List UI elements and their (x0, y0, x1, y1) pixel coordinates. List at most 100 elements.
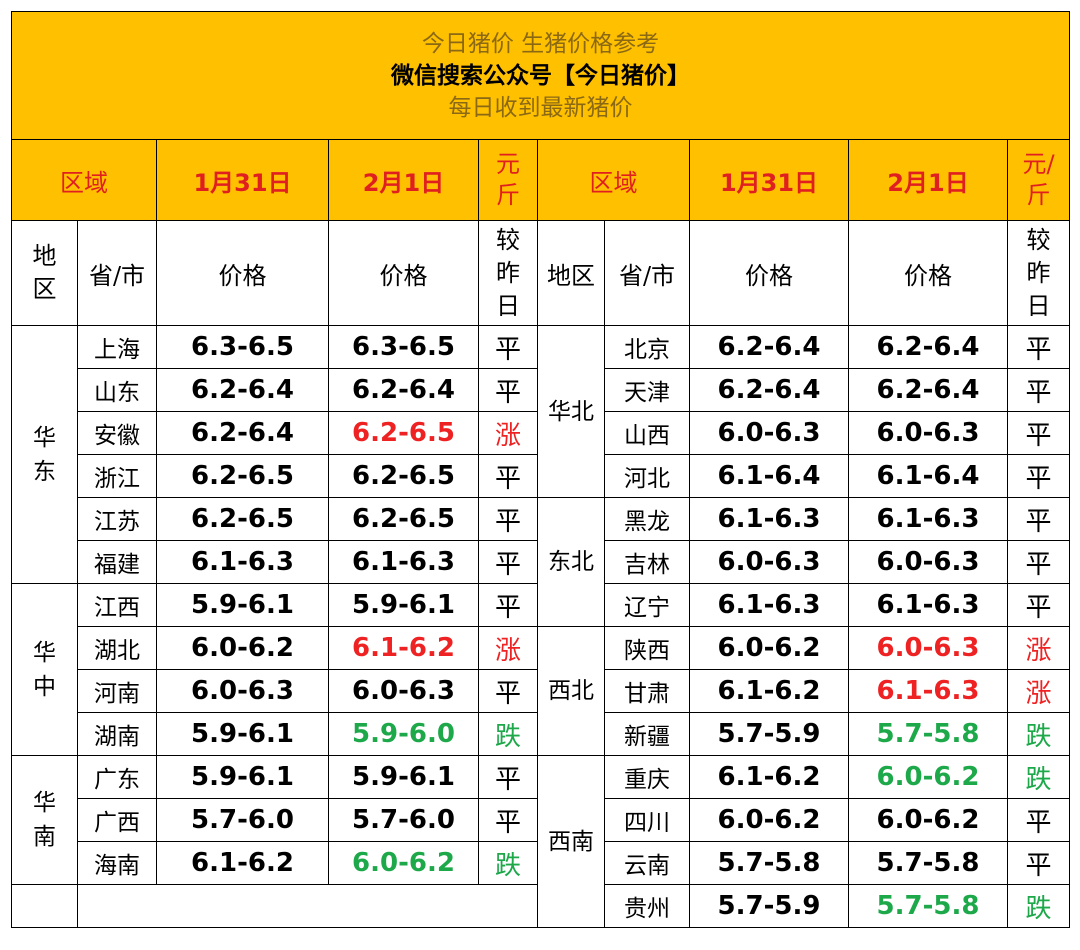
price-prev-cell: 6.1-6.3 (689, 583, 849, 627)
price-prev-cell: 6.2-6.4 (156, 411, 329, 455)
province-cell: 安徽 (77, 411, 157, 455)
province-cell: 浙江 (77, 454, 157, 498)
region-left: 华东 (11, 325, 78, 584)
province-cell: 新疆 (604, 712, 690, 756)
price-prev-cell: 6.1-6.3 (689, 497, 849, 541)
price-today-cell: 6.1-6.3 (848, 669, 1008, 713)
header-date2-left: 2月1日 (328, 139, 479, 221)
price-today-cell: 6.2-6.4 (328, 368, 479, 412)
price-today-cell: 6.2-6.4 (848, 325, 1008, 369)
price-today-cell: 6.0-6.2 (848, 798, 1008, 842)
compare-char-3: 日 (496, 291, 520, 320)
price-today-cell: 6.2-6.4 (848, 368, 1008, 412)
price-today-cell: 5.7-5.8 (848, 841, 1008, 885)
trend-cell: 平 (478, 755, 538, 799)
unit-left-line1: 元 (496, 150, 520, 178)
province-cell: 吉林 (604, 540, 690, 584)
region-label: 西南 (548, 828, 594, 855)
price-prev-cell: 6.1-6.4 (689, 454, 849, 498)
price-today-cell: 5.7-5.8 (848, 712, 1008, 756)
table-row: 湖北 6.0-6.2 6.1-6.2 涨西北 陕西 6.0-6.2 6.0-6.3 涨 (12, 626, 1070, 756)
region-label: 中 (33, 673, 56, 700)
price-today-cell: 5.9-6.0 (328, 712, 479, 756)
region-label: 华 (33, 424, 56, 451)
banner-wechat-hint: 微信搜索公众号【今日猪价】 (391, 62, 690, 89)
trend-cell: 平 (1007, 583, 1070, 627)
price-prev-cell: 5.7-5.8 (689, 841, 849, 885)
banner-subtitle: 每日收到最新猪价 (448, 94, 633, 121)
price-prev-cell: 6.2-6.4 (156, 368, 329, 412)
price-prev-cell: 5.9-6.1 (156, 583, 329, 627)
price-prev-cell: 6.2-6.5 (156, 497, 329, 541)
subheader-price2-left: 价格 (328, 220, 479, 326)
price-today-cell: 6.1-6.4 (848, 454, 1008, 498)
price-prev-cell: 6.0-6.2 (689, 626, 849, 670)
region-label: 华 (33, 639, 56, 666)
region-label: 西北 (548, 678, 594, 704)
unit-right-line1: 元/ (1022, 150, 1055, 178)
price-today-cell: 6.0-6.3 (848, 540, 1008, 584)
province-cell: 天津 (604, 368, 690, 412)
province-cell: 云南 (604, 841, 690, 885)
trend-cell: 平 (1007, 497, 1070, 541)
subheader-compare-right: 较 昨 日 (1007, 220, 1070, 326)
region-right: 华北 (537, 325, 605, 498)
region-left: 华中 (11, 583, 78, 756)
province-cell: 上海 (77, 325, 157, 369)
province-cell: 陕西 (604, 626, 690, 670)
province-cell: 福建 (77, 540, 157, 584)
price-today-cell: 6.0-6.3 (848, 411, 1008, 455)
price-today-cell: 6.0-6.2 (328, 841, 479, 885)
table-row: 湖南 5.9-6.1 5.9-6.0 跌新疆 5.7-5.9 5.7-5.8 跌 (12, 712, 1070, 756)
empty-cell (11, 884, 78, 928)
trend-cell: 跌 (478, 712, 538, 756)
trend-cell: 平 (478, 454, 538, 498)
compare-char-2: 昨 (496, 258, 520, 287)
price-prev-cell: 6.3-6.5 (156, 325, 329, 369)
price-today-cell: 6.1-6.3 (848, 497, 1008, 541)
table-row: 福建 6.1-6.3 6.1-6.3 平吉林 6.0-6.3 6.0-6.3 平 (12, 540, 1070, 584)
province-cell: 山东 (77, 368, 157, 412)
table-row: 安徽 6.2-6.4 6.2-6.5 涨山西 6.0-6.3 6.0-6.3 平 (12, 411, 1070, 455)
province-cell: 湖南 (77, 712, 157, 756)
table-row: 广西 5.7-6.0 5.7-6.0 平四川 6.0-6.2 6.0-6.2 平 (12, 798, 1070, 842)
subheader-district-right: 地区 (537, 220, 605, 326)
price-prev-cell: 5.9-6.1 (156, 755, 329, 799)
trend-cell: 平 (478, 669, 538, 713)
province-cell: 广东 (77, 755, 157, 799)
price-today-cell: 5.9-6.1 (328, 583, 479, 627)
header-date1-right: 1月31日 (689, 139, 849, 221)
trend-cell: 平 (1007, 798, 1070, 842)
price-today-cell: 6.0-6.3 (848, 626, 1008, 670)
district-char-2: 区 (32, 275, 57, 303)
trend-cell: 平 (478, 583, 538, 627)
price-today-cell: 6.1-6.2 (328, 626, 479, 670)
price-today-cell: 6.1-6.3 (848, 583, 1008, 627)
subheader-row: 地 区 省/市 价格 价格 较 昨 日 地区 省/市 价格 价格 较 昨 日 (11, 220, 1070, 326)
province-cell: 四川 (604, 798, 690, 842)
trend-cell: 平 (478, 368, 538, 412)
price-today-cell: 6.3-6.5 (328, 325, 479, 369)
header-unit-left: 元 斤 (478, 139, 538, 221)
trend-cell: 平 (1007, 454, 1070, 498)
price-prev-cell: 5.7-5.9 (689, 884, 849, 928)
price-prev-cell: 5.7-6.0 (156, 798, 329, 842)
pig-price-sheet: 今日猪价 生猪价格参考 微信搜索公众号【今日猪价】 每日收到最新猪价 区域 1月… (11, 11, 1070, 928)
trend-cell: 平 (478, 497, 538, 541)
compare-char-2: 昨 (1026, 258, 1051, 287)
compare-char-1: 较 (496, 225, 520, 254)
province-cell: 重庆 (604, 755, 690, 799)
province-cell: 海南 (77, 841, 157, 885)
unit-left-line2: 斤 (496, 181, 520, 209)
province-cell: 广西 (77, 798, 157, 842)
price-prev-cell: 6.1-6.3 (156, 540, 329, 584)
trend-cell: 涨 (1007, 626, 1070, 670)
price-today-cell: 6.1-6.3 (328, 540, 479, 584)
price-prev-cell: 6.0-6.3 (689, 411, 849, 455)
province-cell: 河南 (77, 669, 157, 713)
table-row: 华东上海 6.3-6.5 6.3-6.5 平华北 北京 6.2-6.4 6.2-6.4 平 (11, 325, 1070, 584)
price-prev-cell: 5.7-5.9 (689, 712, 849, 756)
price-prev-cell: 5.9-6.1 (156, 712, 329, 756)
price-prev-cell: 6.2-6.4 (689, 325, 849, 369)
header-date2-right: 2月1日 (848, 139, 1008, 221)
